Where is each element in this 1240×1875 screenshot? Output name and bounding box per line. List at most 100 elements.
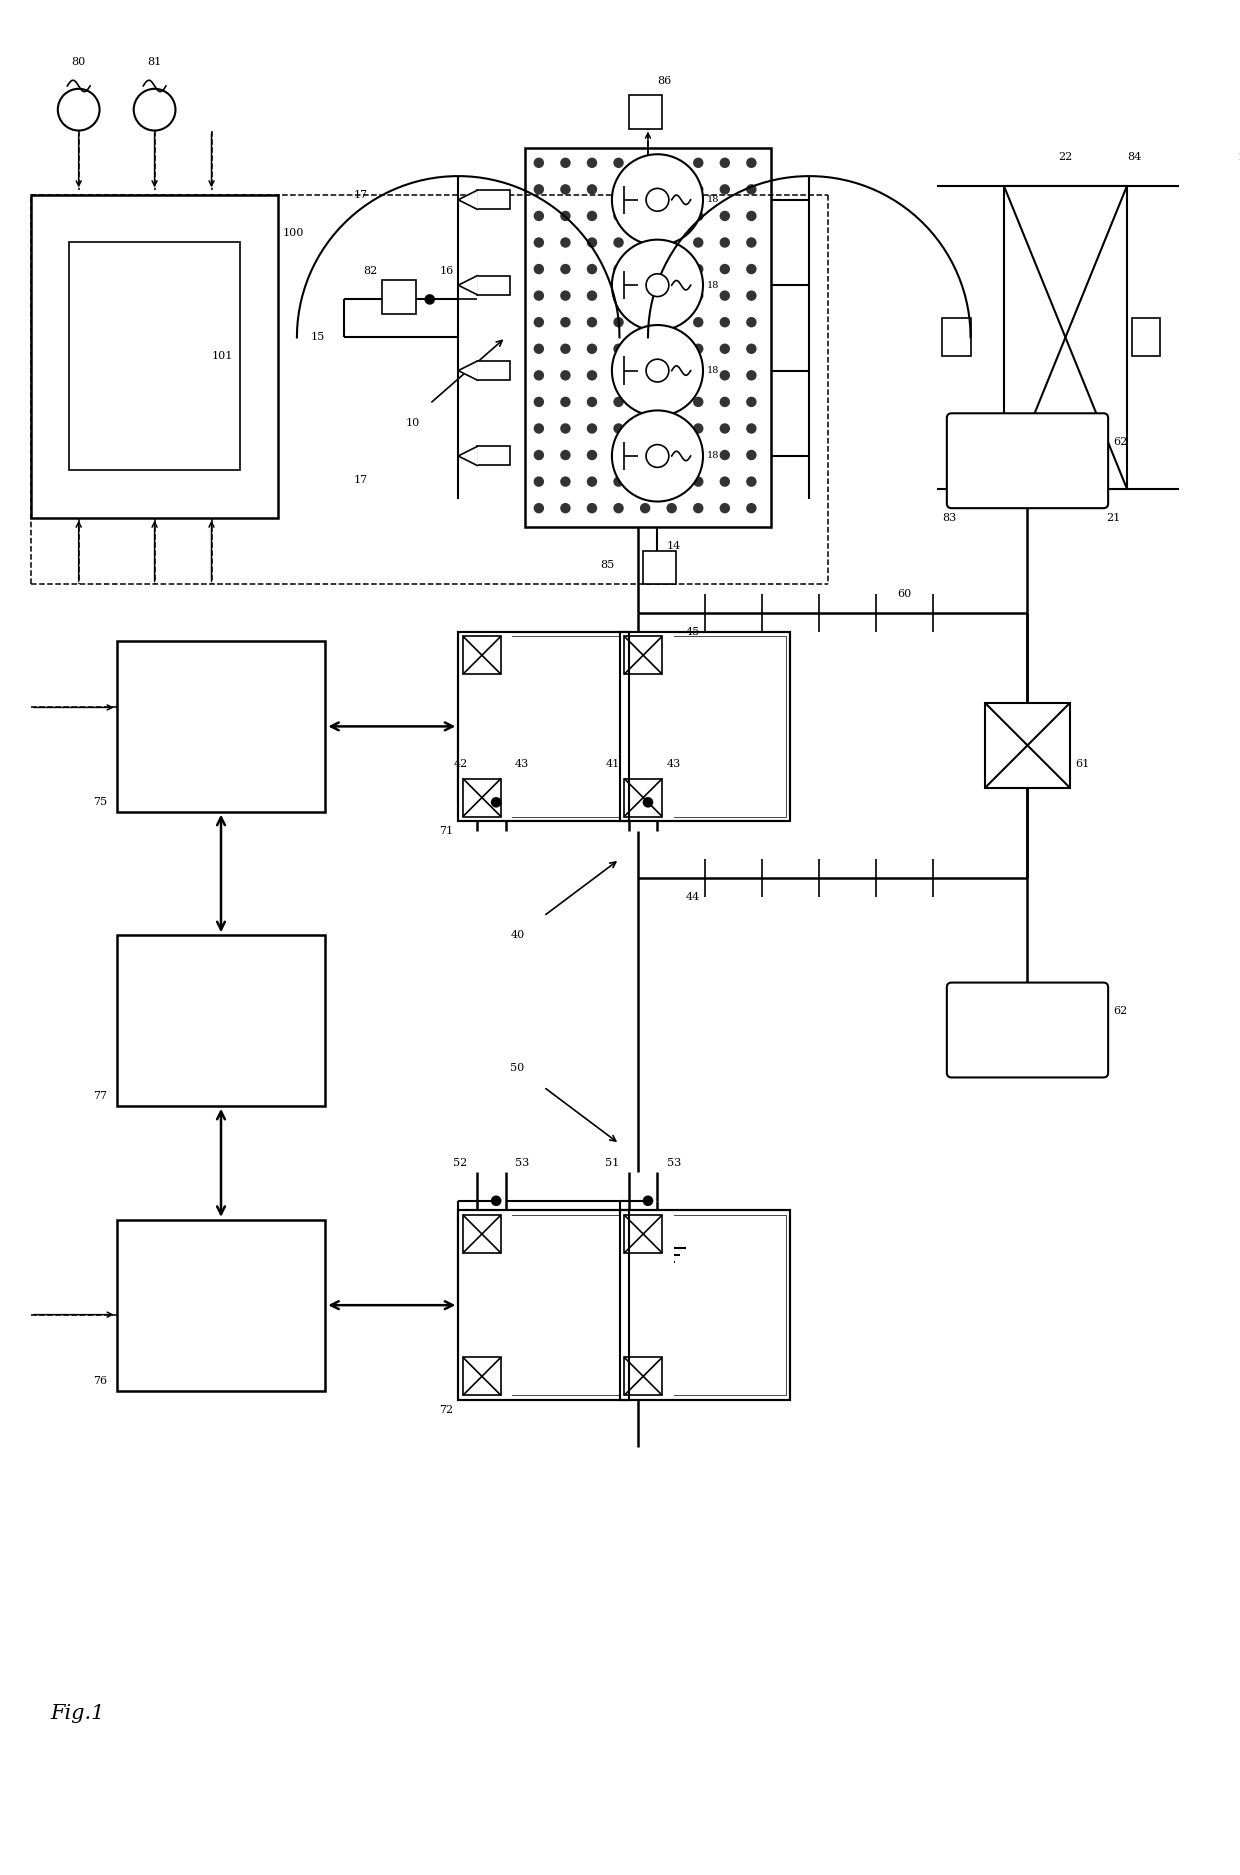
- Polygon shape: [459, 191, 477, 210]
- Circle shape: [533, 424, 544, 433]
- Circle shape: [746, 184, 756, 195]
- Circle shape: [560, 158, 570, 169]
- Text: 84: 84: [1127, 152, 1141, 161]
- Circle shape: [746, 343, 756, 354]
- Bar: [463, 1358, 501, 1395]
- Text: 17: 17: [353, 189, 368, 201]
- Circle shape: [614, 503, 624, 514]
- Text: 16: 16: [439, 266, 454, 276]
- Circle shape: [587, 184, 598, 195]
- Text: 21: 21: [1106, 512, 1120, 523]
- Circle shape: [719, 424, 730, 433]
- Bar: [624, 1358, 662, 1395]
- Bar: [624, 1358, 662, 1395]
- Circle shape: [719, 317, 730, 328]
- Circle shape: [614, 369, 624, 381]
- Circle shape: [746, 317, 756, 328]
- Circle shape: [693, 184, 703, 195]
- Circle shape: [719, 158, 730, 169]
- Circle shape: [560, 343, 570, 354]
- Circle shape: [587, 424, 598, 433]
- Circle shape: [640, 398, 650, 407]
- Bar: [1003, 186, 1127, 489]
- Circle shape: [666, 184, 677, 195]
- Bar: [624, 636, 662, 675]
- Bar: [620, 1209, 790, 1401]
- Circle shape: [533, 210, 544, 221]
- Circle shape: [646, 274, 668, 296]
- Circle shape: [640, 210, 650, 221]
- Text: 82: 82: [363, 266, 377, 276]
- Circle shape: [666, 158, 677, 169]
- Bar: [463, 778, 501, 816]
- Bar: [463, 636, 501, 675]
- Circle shape: [666, 369, 677, 381]
- Text: 10: 10: [405, 418, 420, 428]
- Bar: [672, 1215, 786, 1395]
- Text: 41: 41: [605, 759, 620, 769]
- Bar: [621, 1211, 673, 1399]
- Circle shape: [640, 264, 650, 274]
- Circle shape: [614, 291, 624, 300]
- Circle shape: [533, 476, 544, 488]
- Bar: [672, 636, 786, 816]
- Circle shape: [719, 184, 730, 195]
- Circle shape: [614, 158, 624, 169]
- Bar: [463, 1358, 501, 1395]
- Circle shape: [640, 238, 650, 248]
- Circle shape: [560, 476, 570, 488]
- Text: 61: 61: [1075, 759, 1089, 769]
- Circle shape: [640, 317, 650, 328]
- Circle shape: [746, 476, 756, 488]
- Circle shape: [719, 264, 730, 274]
- Bar: [117, 641, 325, 812]
- Circle shape: [614, 264, 624, 274]
- Text: 76: 76: [93, 1376, 107, 1386]
- Text: 50: 50: [511, 1063, 525, 1072]
- Circle shape: [666, 424, 677, 433]
- Bar: [460, 1211, 512, 1399]
- Circle shape: [560, 210, 570, 221]
- Circle shape: [611, 240, 703, 330]
- Bar: [460, 634, 512, 819]
- Circle shape: [666, 238, 677, 248]
- Text: 23: 23: [1239, 152, 1240, 161]
- Circle shape: [746, 503, 756, 514]
- Circle shape: [640, 450, 650, 459]
- Text: 18: 18: [707, 452, 719, 461]
- Circle shape: [640, 158, 650, 169]
- Circle shape: [587, 158, 598, 169]
- Bar: [525, 148, 771, 527]
- Bar: [624, 1215, 662, 1252]
- Text: 81: 81: [148, 58, 161, 68]
- Text: 86: 86: [657, 77, 672, 86]
- Circle shape: [560, 291, 570, 300]
- Text: 18: 18: [707, 281, 719, 291]
- Bar: [621, 634, 673, 819]
- Circle shape: [693, 264, 703, 274]
- Bar: [463, 1215, 501, 1252]
- Text: 45: 45: [686, 626, 701, 636]
- Circle shape: [693, 476, 703, 488]
- Circle shape: [533, 184, 544, 195]
- Circle shape: [587, 450, 598, 459]
- Text: 80: 80: [72, 58, 86, 68]
- Bar: [477, 446, 511, 465]
- Bar: [459, 632, 629, 821]
- Text: 18: 18: [707, 195, 719, 204]
- Bar: [1132, 319, 1161, 356]
- Bar: [117, 1221, 325, 1391]
- Circle shape: [560, 238, 570, 248]
- Circle shape: [719, 238, 730, 248]
- Bar: [1184, 186, 1240, 489]
- Circle shape: [746, 264, 756, 274]
- Circle shape: [640, 343, 650, 354]
- Circle shape: [719, 450, 730, 459]
- Text: 101: 101: [212, 351, 233, 362]
- Circle shape: [58, 88, 99, 131]
- Text: 75: 75: [93, 797, 107, 808]
- Circle shape: [560, 424, 570, 433]
- Circle shape: [693, 238, 703, 248]
- Circle shape: [693, 424, 703, 433]
- Bar: [459, 1209, 629, 1401]
